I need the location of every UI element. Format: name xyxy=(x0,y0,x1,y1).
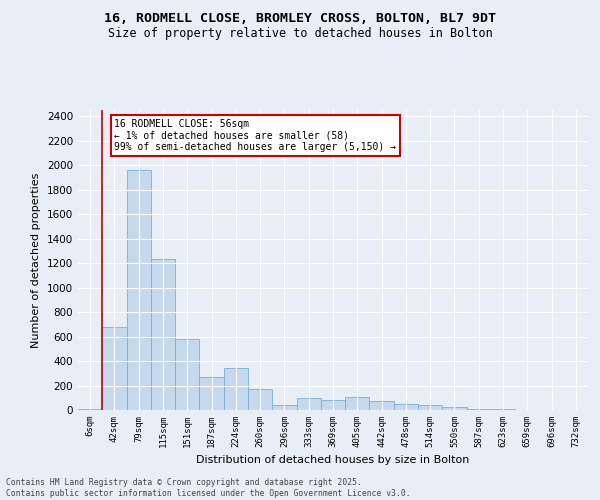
Bar xyxy=(467,409,491,410)
Text: 16, RODMELL CLOSE, BROMLEY CROSS, BOLTON, BL7 9DT: 16, RODMELL CLOSE, BROMLEY CROSS, BOLTON… xyxy=(104,12,496,26)
Bar xyxy=(248,388,272,410)
Text: Size of property relative to detached houses in Bolton: Size of property relative to detached ho… xyxy=(107,28,493,40)
Bar xyxy=(127,170,151,410)
Bar xyxy=(175,339,199,410)
X-axis label: Distribution of detached houses by size in Bolton: Distribution of detached houses by size … xyxy=(196,456,470,466)
Bar xyxy=(394,404,418,410)
Bar xyxy=(272,405,296,410)
Bar xyxy=(442,407,467,410)
Bar xyxy=(102,326,127,410)
Bar xyxy=(224,368,248,410)
Text: Contains HM Land Registry data © Crown copyright and database right 2025.
Contai: Contains HM Land Registry data © Crown c… xyxy=(6,478,410,498)
Bar xyxy=(296,398,321,410)
Bar xyxy=(151,260,175,410)
Bar xyxy=(418,405,442,410)
Bar xyxy=(321,400,345,410)
Text: 16 RODMELL CLOSE: 56sqm
← 1% of detached houses are smaller (58)
99% of semi-det: 16 RODMELL CLOSE: 56sqm ← 1% of detached… xyxy=(115,118,397,152)
Bar xyxy=(370,402,394,410)
Y-axis label: Number of detached properties: Number of detached properties xyxy=(31,172,41,348)
Bar xyxy=(199,377,224,410)
Bar xyxy=(345,396,370,410)
